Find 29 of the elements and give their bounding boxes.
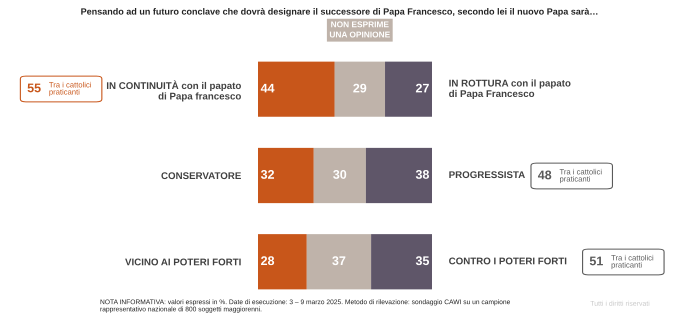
bar — [306, 234, 372, 290]
bar — [385, 62, 432, 117]
bar — [366, 148, 432, 204]
y-tick-label: CONSERVATORE — [161, 172, 241, 180]
bar — [371, 234, 432, 290]
bar — [314, 148, 366, 204]
y-tick-label: VICINO AI POTERI FORTI — [125, 258, 241, 266]
chart-title: Pensando ad un futuro conclave che dovrà designare il successore di Papa Francesco, secondo lei il nuovo Papa sarà… — [81, 8, 598, 17]
text: PROGRESSISTA — [449, 171, 525, 178]
text: NON ESPRIME UNA OPINIONE — [330, 21, 390, 38]
bar — [258, 62, 335, 117]
text: CONTRO I POTERI FORTI — [449, 258, 566, 264]
data-label: 29 — [353, 84, 366, 93]
data-label: 30 — [333, 170, 346, 179]
data-label: 38 — [416, 170, 430, 179]
text: 48 — [538, 170, 552, 180]
data-label: 27 — [416, 84, 429, 92]
text: 55 — [28, 84, 41, 92]
bar — [258, 148, 314, 204]
data-label: 37 — [332, 256, 346, 266]
y-tick-label: IN CONTINUITÀ con il papato di Papa francesco — [106, 80, 241, 102]
bar — [334, 62, 386, 117]
data-label: 32 — [260, 170, 274, 179]
bar — [258, 234, 307, 290]
text: IN ROTTURA con il papato di Papa Francesco — [449, 79, 571, 99]
text: 51 — [590, 256, 603, 266]
data-label: 44 — [260, 84, 274, 92]
data-label: 35 — [416, 256, 430, 266]
data-label: 28 — [261, 256, 274, 266]
